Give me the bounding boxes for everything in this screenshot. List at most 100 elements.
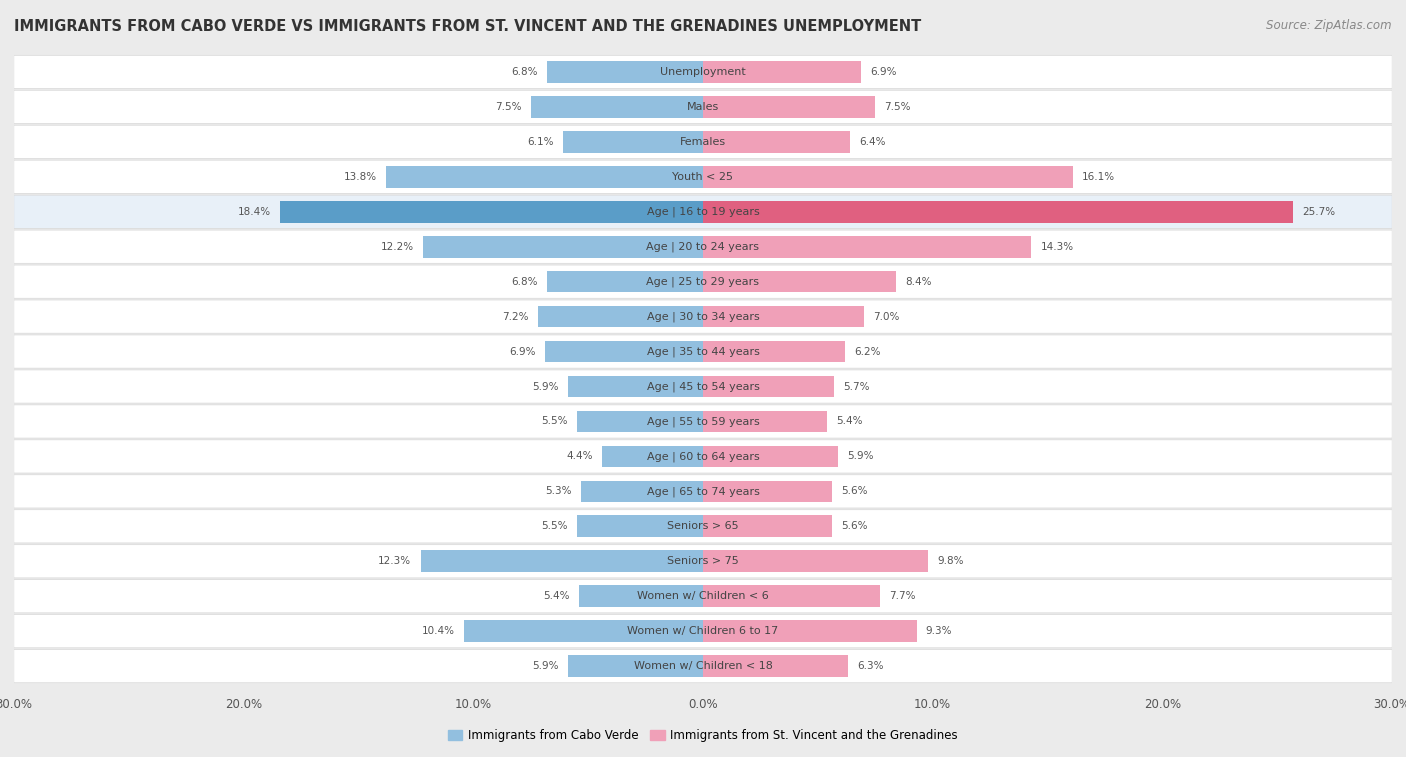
Bar (703, 306, 863, 328)
Text: 6.8%: 6.8% (512, 67, 537, 77)
Bar (602, 446, 703, 467)
Text: Women w/ Children 6 to 17: Women w/ Children 6 to 17 (627, 626, 779, 636)
Text: 5.9%: 5.9% (848, 451, 875, 462)
Text: Source: ZipAtlas.com: Source: ZipAtlas.com (1267, 19, 1392, 32)
Bar (537, 306, 703, 328)
Text: Women w/ Children < 6: Women w/ Children < 6 (637, 591, 769, 601)
Text: 14.3%: 14.3% (1040, 241, 1074, 251)
Text: 7.7%: 7.7% (889, 591, 915, 601)
Text: 12.3%: 12.3% (378, 556, 412, 566)
Text: Unemployment: Unemployment (661, 67, 745, 77)
Text: 7.5%: 7.5% (495, 102, 522, 112)
Text: Youth < 25: Youth < 25 (672, 172, 734, 182)
Text: Age | 35 to 44 years: Age | 35 to 44 years (647, 346, 759, 357)
Bar (703, 236, 1032, 257)
Bar (703, 271, 896, 292)
Bar (576, 410, 703, 432)
Text: 5.5%: 5.5% (541, 416, 568, 426)
FancyBboxPatch shape (14, 90, 1392, 123)
Bar (576, 516, 703, 537)
Text: 5.5%: 5.5% (541, 522, 568, 531)
Text: 5.6%: 5.6% (841, 522, 868, 531)
Bar (703, 61, 862, 83)
FancyBboxPatch shape (14, 300, 1392, 333)
FancyBboxPatch shape (14, 405, 1392, 438)
Text: 16.1%: 16.1% (1083, 172, 1115, 182)
FancyBboxPatch shape (14, 195, 1392, 229)
Text: Age | 45 to 54 years: Age | 45 to 54 years (647, 382, 759, 392)
FancyBboxPatch shape (14, 440, 1392, 473)
Bar (423, 236, 703, 257)
Text: 13.8%: 13.8% (344, 172, 377, 182)
FancyBboxPatch shape (14, 545, 1392, 578)
Bar (703, 481, 831, 502)
Text: 5.9%: 5.9% (531, 661, 558, 671)
Bar (562, 131, 703, 153)
Bar (579, 585, 703, 607)
Text: 6.4%: 6.4% (859, 137, 886, 147)
Text: Age | 55 to 59 years: Age | 55 to 59 years (647, 416, 759, 427)
Bar (703, 620, 917, 642)
Text: Age | 20 to 24 years: Age | 20 to 24 years (647, 241, 759, 252)
Text: 8.4%: 8.4% (905, 276, 932, 287)
Text: 12.2%: 12.2% (381, 241, 413, 251)
Text: 4.4%: 4.4% (567, 451, 593, 462)
Bar (531, 96, 703, 118)
Text: 5.3%: 5.3% (546, 487, 572, 497)
FancyBboxPatch shape (14, 475, 1392, 508)
Bar (703, 656, 848, 677)
Text: 7.0%: 7.0% (873, 312, 900, 322)
FancyBboxPatch shape (14, 650, 1392, 683)
Text: Females: Females (681, 137, 725, 147)
Text: 18.4%: 18.4% (238, 207, 271, 217)
Bar (703, 201, 1294, 223)
Text: 6.9%: 6.9% (509, 347, 536, 357)
Bar (280, 201, 703, 223)
Bar (547, 271, 703, 292)
Bar (703, 516, 831, 537)
Text: 5.7%: 5.7% (844, 382, 869, 391)
Bar (420, 550, 703, 572)
Text: 6.3%: 6.3% (856, 661, 883, 671)
Text: 7.2%: 7.2% (502, 312, 529, 322)
Text: 10.4%: 10.4% (422, 626, 456, 636)
Bar (703, 585, 880, 607)
FancyBboxPatch shape (14, 55, 1392, 89)
Text: Age | 65 to 74 years: Age | 65 to 74 years (647, 486, 759, 497)
FancyBboxPatch shape (14, 125, 1392, 158)
FancyBboxPatch shape (14, 509, 1392, 543)
Bar (568, 375, 703, 397)
Text: 6.2%: 6.2% (855, 347, 882, 357)
Text: 9.8%: 9.8% (938, 556, 963, 566)
Bar (703, 375, 834, 397)
Text: Seniors > 65: Seniors > 65 (668, 522, 738, 531)
Text: 7.5%: 7.5% (884, 102, 911, 112)
Text: Age | 16 to 19 years: Age | 16 to 19 years (647, 207, 759, 217)
Text: Age | 25 to 29 years: Age | 25 to 29 years (647, 276, 759, 287)
Bar (568, 656, 703, 677)
FancyBboxPatch shape (14, 265, 1392, 298)
FancyBboxPatch shape (14, 335, 1392, 368)
Bar (703, 166, 1073, 188)
Bar (544, 341, 703, 363)
Legend: Immigrants from Cabo Verde, Immigrants from St. Vincent and the Grenadines: Immigrants from Cabo Verde, Immigrants f… (443, 724, 963, 747)
Bar (547, 61, 703, 83)
Text: Age | 60 to 64 years: Age | 60 to 64 years (647, 451, 759, 462)
FancyBboxPatch shape (14, 370, 1392, 403)
FancyBboxPatch shape (14, 580, 1392, 613)
Text: 6.9%: 6.9% (870, 67, 897, 77)
Bar (703, 410, 827, 432)
Text: 25.7%: 25.7% (1302, 207, 1336, 217)
Text: 5.6%: 5.6% (841, 487, 868, 497)
Text: Women w/ Children < 18: Women w/ Children < 18 (634, 661, 772, 671)
Text: 5.4%: 5.4% (837, 416, 863, 426)
Text: 6.8%: 6.8% (512, 276, 537, 287)
Text: 6.1%: 6.1% (527, 137, 554, 147)
FancyBboxPatch shape (14, 230, 1392, 263)
FancyBboxPatch shape (14, 615, 1392, 648)
Text: Males: Males (688, 102, 718, 112)
Bar (703, 446, 838, 467)
Bar (581, 481, 703, 502)
Bar (703, 131, 851, 153)
Text: IMMIGRANTS FROM CABO VERDE VS IMMIGRANTS FROM ST. VINCENT AND THE GRENADINES UNE: IMMIGRANTS FROM CABO VERDE VS IMMIGRANTS… (14, 19, 921, 34)
